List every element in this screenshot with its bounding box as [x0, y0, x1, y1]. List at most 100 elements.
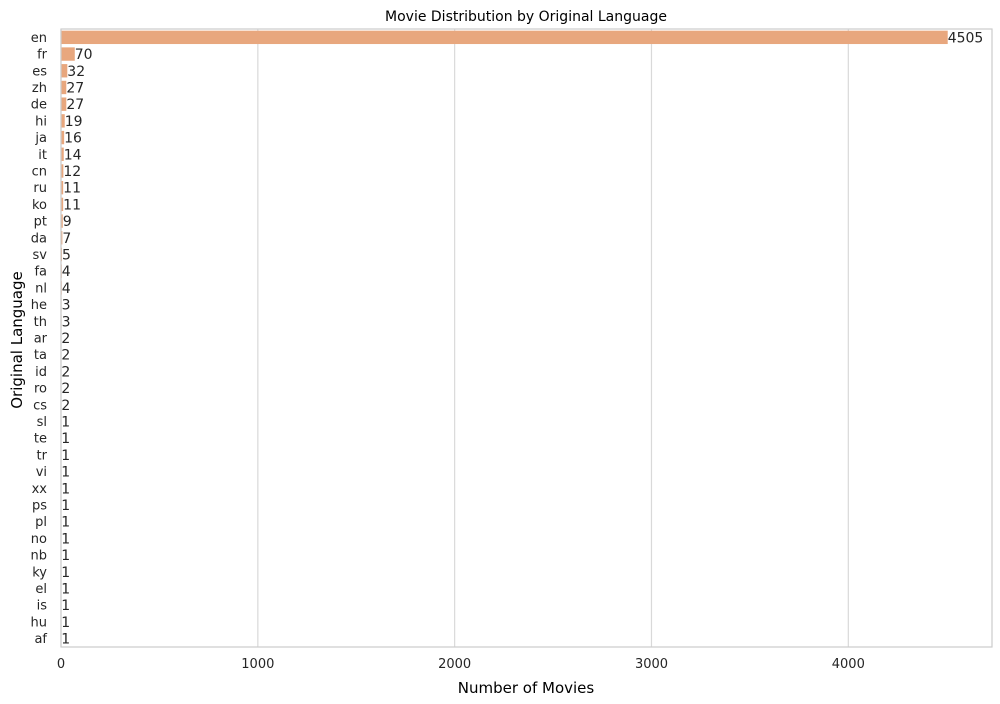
data-label-es: 32 [67, 64, 85, 80]
y-tick-label-de: de [31, 98, 47, 113]
y-tick-label-te: te [34, 432, 47, 447]
data-label-sl: 1 [61, 415, 70, 431]
y-tick-label-th: th [34, 315, 47, 330]
y-tick-label-el: el [35, 582, 47, 597]
data-labels: 4505703227271916141211119754433222221111… [61, 30, 983, 647]
y-tick-label-ro: ro [34, 382, 47, 397]
data-label-no: 1 [61, 531, 70, 547]
bar-it [61, 147, 64, 161]
data-label-af: 1 [61, 632, 70, 648]
y-tick-label-cs: cs [33, 398, 47, 413]
data-label-zh: 27 [66, 80, 84, 96]
data-label-ko: 11 [63, 197, 81, 213]
data-label-ro: 2 [61, 381, 70, 397]
data-label-fr: 70 [75, 47, 93, 63]
y-tick-label-hi: hi [35, 114, 47, 129]
bar-cn [61, 164, 64, 178]
data-label-ja: 16 [64, 131, 82, 147]
y-tick-label-tr: tr [37, 448, 48, 463]
bars [61, 30, 948, 646]
bar-ru [61, 180, 64, 195]
bar-fr [61, 47, 75, 61]
data-label-cn: 12 [63, 164, 81, 180]
bar-en [61, 30, 948, 45]
data-label-ru: 11 [63, 181, 81, 197]
bar-ja [61, 130, 65, 145]
data-label-pt: 9 [63, 214, 72, 230]
y-tick-label-hu: hu [31, 615, 47, 630]
data-label-el: 1 [61, 582, 70, 598]
data-label-nb: 1 [61, 548, 70, 564]
x-gridlines [60, 29, 849, 647]
y-tick-label-es: es [32, 64, 47, 79]
bar-pt [61, 214, 63, 228]
data-label-te: 1 [61, 431, 70, 447]
data-label-pl: 1 [61, 515, 70, 531]
data-label-de: 27 [66, 97, 84, 113]
data-label-nl: 4 [62, 281, 71, 297]
y-tick-label-vi: vi [36, 465, 47, 480]
y-tick-label-cn: cn [32, 164, 47, 179]
data-label-xx: 1 [61, 481, 70, 497]
data-label-id: 2 [61, 364, 70, 380]
bar-zh [61, 80, 67, 95]
y-tick-label-ta: ta [34, 348, 47, 363]
y-tick-label-nl: nl [35, 281, 47, 296]
data-label-it: 14 [64, 147, 82, 163]
x-tick-labels: 0 1000 2000 3000 4000 [57, 657, 865, 672]
data-label-is: 1 [61, 598, 70, 614]
y-tick-label-nb: nb [31, 549, 48, 564]
y-tick-label-en: en [31, 31, 47, 46]
y-tick-label-ar: ar [34, 332, 48, 347]
y-tick-label-id: id [35, 365, 47, 380]
y-tick-label-he: he [31, 298, 47, 313]
data-label-fa: 4 [62, 264, 71, 280]
x-tick-label: 0 [57, 657, 65, 672]
data-label-th: 3 [62, 314, 71, 330]
data-label-ps: 1 [61, 498, 70, 514]
data-label-hu: 1 [61, 615, 70, 631]
data-label-da: 7 [62, 231, 71, 247]
y-tick-label-pt: pt [34, 215, 47, 230]
y-tick-label-af: af [34, 632, 47, 647]
plot-frame [60, 28, 993, 648]
data-label-ky: 1 [61, 565, 70, 581]
y-tick-label-zh: zh [32, 81, 47, 96]
y-tick-label-xx: xx [32, 482, 48, 497]
data-label-sv: 5 [62, 247, 71, 263]
y-tick-label-pl: pl [35, 515, 47, 530]
bar-de [61, 97, 67, 111]
y-tick-label-ja: ja [34, 131, 47, 146]
x-axis-label: Number of Movies [458, 679, 595, 697]
y-tick-label-fr: fr [37, 48, 48, 63]
y-tick-label-fa: fa [34, 265, 47, 280]
y-axis-label: Original Language [8, 271, 26, 409]
y-tick-label-ru: ru [33, 181, 47, 196]
x-tick-label: 2000 [438, 657, 471, 672]
bar-es [61, 64, 68, 78]
x-tick-label: 1000 [241, 657, 274, 672]
y-tick-label-ky: ky [32, 565, 47, 580]
y-tick-label-sv: sv [33, 248, 48, 263]
data-label-cs: 2 [61, 398, 70, 414]
data-label-he: 3 [62, 298, 71, 314]
y-tick-label-no: no [31, 532, 47, 547]
y-tick-label-ko: ko [32, 198, 47, 213]
y-tick-label-sl: sl [37, 415, 47, 430]
data-label-ar: 2 [61, 331, 70, 347]
data-label-en: 4505 [948, 30, 984, 46]
data-label-tr: 1 [61, 448, 70, 464]
x-tick-label: 3000 [635, 657, 668, 672]
data-label-ta: 2 [61, 348, 70, 364]
data-label-vi: 1 [61, 465, 70, 481]
y-tick-label-da: da [31, 231, 47, 246]
chart-title: Movie Distribution by Original Language [385, 9, 667, 25]
bar-ko [61, 197, 64, 212]
x-tick-label: 4000 [832, 657, 865, 672]
bar-da [61, 231, 63, 245]
data-label-hi: 19 [65, 114, 83, 130]
y-tick-label-ps: ps [32, 499, 47, 514]
